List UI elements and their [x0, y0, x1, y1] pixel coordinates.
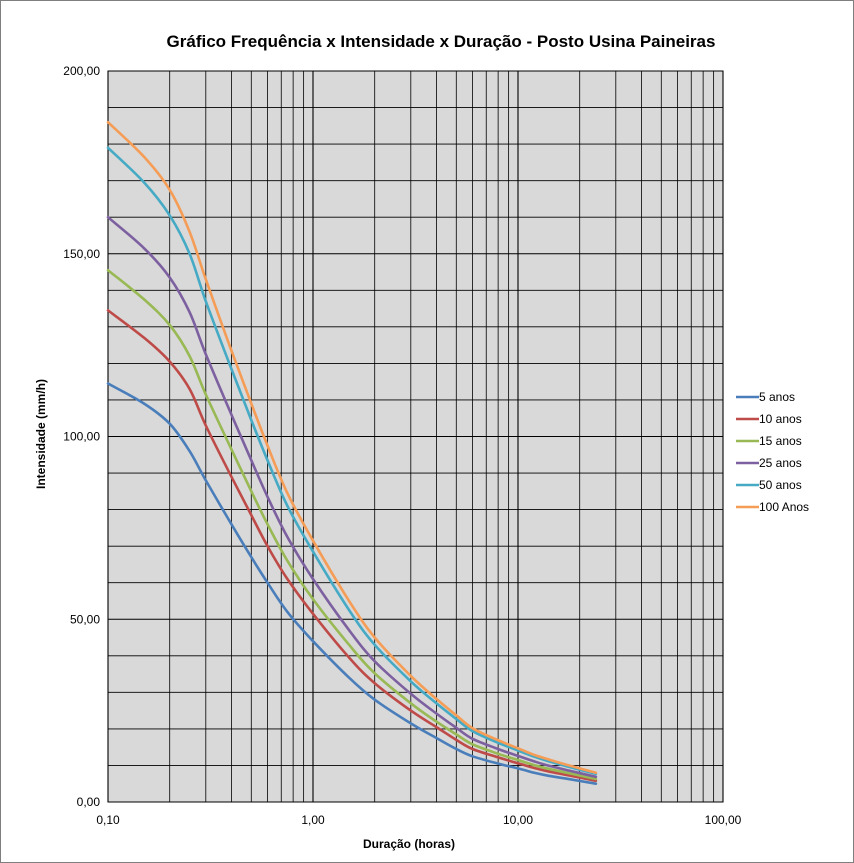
legend-label: 10 anos: [759, 412, 802, 426]
y-tick-label: 50,00: [70, 612, 100, 626]
series-line-3: [106, 268, 598, 781]
y-tick-label: 0,00: [77, 795, 101, 809]
legend-label: 15 anos: [759, 434, 802, 448]
y-tick-label: 200,00: [63, 64, 100, 78]
series-line-5: [106, 146, 598, 776]
x-tick-label: 10,00: [503, 813, 533, 827]
x-tick-label: 0,10: [96, 813, 120, 827]
y-tick-label: 150,00: [63, 247, 100, 261]
chart-title: Gráfico Frequência x Intensidade x Duraç…: [167, 32, 716, 51]
y-tick-label: 100,00: [63, 430, 100, 444]
x-axis-tick-labels: 0,10 1,00 10,00 100,00: [96, 813, 741, 827]
x-tick-label: 1,00: [301, 813, 325, 827]
legend-label: 50 anos: [759, 478, 802, 492]
series-line-1: [106, 382, 598, 785]
series-line-4: [106, 215, 598, 779]
series-lines: [106, 120, 598, 785]
legend-label: 25 anos: [759, 456, 802, 470]
legend: 5 anos 10 anos 15 anos 25 anos 50 anos 100 An…: [736, 390, 809, 514]
y-axis-label: Intensidade (mm/h): [34, 379, 48, 489]
major-gridlines: [107, 70, 724, 803]
legend-label: 100 Anos: [759, 500, 809, 514]
legend-label: 5 anos: [759, 390, 795, 404]
series-line-2: [106, 309, 598, 783]
y-axis-tick-labels: 0,00 50,00 100,00 150,00 200,00: [63, 64, 100, 809]
x-axis-label: Duração (horas): [363, 837, 455, 851]
x-tick-label: 100,00: [705, 813, 742, 827]
series-line-6: [106, 120, 598, 775]
